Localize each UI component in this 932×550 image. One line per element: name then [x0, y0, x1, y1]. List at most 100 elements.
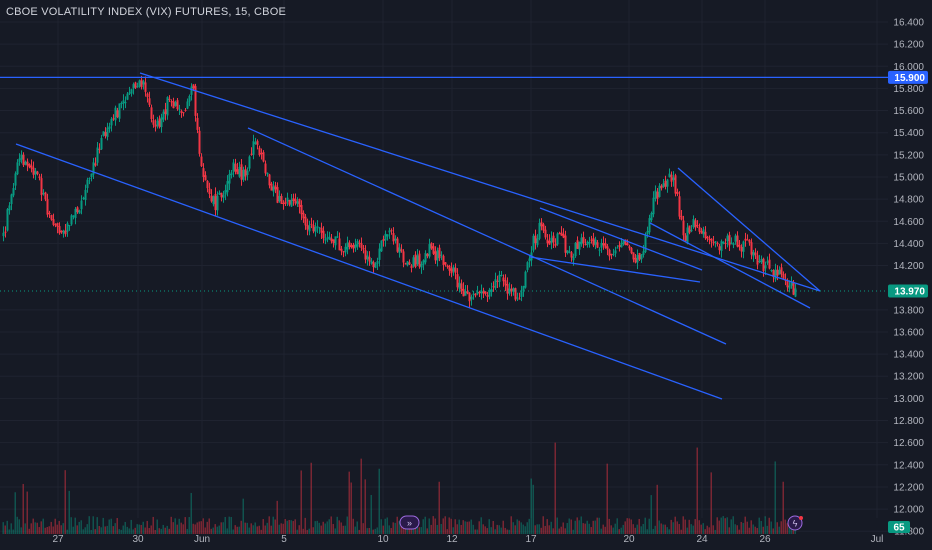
volume-bar — [432, 516, 434, 534]
volume-bar — [718, 520, 720, 534]
time-tick-label: 27 — [52, 534, 64, 545]
volume-bar — [100, 527, 102, 534]
price-tick-label: 12.200 — [893, 482, 924, 493]
volume-bar — [334, 528, 336, 534]
price-tick-label: 13.000 — [893, 394, 924, 405]
candle-body — [26, 161, 29, 166]
candle-body — [134, 82, 137, 88]
volume-bar — [368, 528, 370, 534]
volume-bar — [678, 524, 680, 534]
volume-bar — [598, 517, 600, 534]
candle-body — [382, 239, 385, 241]
volume-bar — [382, 525, 384, 534]
volume-bar — [396, 516, 398, 534]
candle-body — [408, 262, 411, 265]
volume-bar — [748, 527, 750, 534]
candle-body — [476, 291, 479, 295]
volume-bar — [680, 529, 682, 534]
volume-bar — [272, 516, 274, 534]
volume-bar — [770, 521, 772, 534]
candle-body — [598, 249, 601, 251]
volume-bar — [390, 528, 392, 534]
volume-bar — [612, 527, 614, 534]
time-tick-label: 30 — [132, 534, 144, 545]
candle-body — [564, 235, 567, 253]
candle-body — [698, 227, 701, 232]
candle-body — [454, 267, 457, 273]
candle-body — [260, 152, 263, 155]
volume-bar — [592, 520, 594, 534]
candle-body — [622, 240, 625, 244]
volume-bar — [614, 523, 616, 534]
volume-bar — [468, 521, 470, 534]
volume-bar — [438, 481, 440, 534]
volume-bar — [370, 494, 372, 534]
candle-body — [434, 251, 437, 261]
candle-body — [736, 235, 739, 247]
volume-bar — [506, 529, 508, 534]
volume-bar — [492, 520, 494, 534]
candle-body — [610, 253, 613, 255]
price-tick-label: 13.800 — [893, 305, 924, 316]
time-axis[interactable]: 27 30 Jun 5 10 12 17 20 24 26 Jul — [52, 534, 883, 545]
candle-body — [48, 212, 51, 214]
volume-bar — [636, 524, 638, 534]
volume-bar — [708, 527, 710, 534]
candle-body — [180, 110, 183, 113]
drawing-lines[interactable] — [0, 72, 888, 400]
candle-body — [178, 108, 181, 110]
candle-body — [436, 250, 439, 261]
volume-bar — [246, 522, 248, 534]
candle-body — [86, 179, 89, 189]
volume-bar — [292, 521, 294, 534]
volume-bar — [728, 527, 730, 534]
candle-body — [170, 101, 173, 103]
volume-bar — [638, 518, 640, 534]
candle-body — [458, 282, 461, 289]
volume-bar — [670, 519, 672, 534]
candle-body — [734, 235, 737, 242]
candle-body — [218, 192, 221, 195]
candle-body — [144, 82, 147, 92]
volume-bar — [746, 521, 748, 534]
volume-bar — [350, 482, 352, 534]
candle-body — [322, 230, 325, 239]
candle-body — [544, 229, 547, 238]
candle-body — [554, 243, 557, 246]
candle-body — [644, 235, 647, 252]
candle-body — [774, 269, 777, 280]
candle-body — [708, 238, 711, 240]
volume-bar — [62, 523, 64, 534]
candle-body — [82, 197, 85, 199]
trend-line — [139, 72, 821, 292]
volume-bar — [236, 526, 238, 534]
volume-bar — [526, 522, 528, 534]
volume-bar — [652, 528, 654, 534]
candle-body — [220, 192, 223, 198]
volume-bar — [52, 526, 54, 534]
candle-body — [750, 242, 753, 255]
volume-bar — [650, 495, 652, 534]
candle-body — [562, 233, 565, 238]
volume-bar — [574, 520, 576, 534]
candle-body — [720, 241, 723, 252]
trend-line — [539, 207, 703, 271]
volume-bar — [778, 526, 780, 534]
candle-body — [624, 239, 627, 246]
candle-body — [620, 242, 623, 248]
candle-body — [752, 251, 755, 257]
volume-bar — [536, 524, 538, 534]
volume-bar — [412, 527, 414, 534]
candle-body — [508, 288, 511, 294]
candle-body — [62, 230, 65, 234]
candle-body — [58, 226, 61, 234]
volume-bar — [532, 484, 534, 534]
price-tick-label: 14.200 — [893, 261, 924, 272]
candle-body — [196, 117, 199, 130]
volume-bar — [518, 520, 520, 534]
candle-body — [748, 240, 751, 243]
candle-body — [690, 229, 693, 232]
price-tick-label: 15.400 — [893, 128, 924, 139]
volume-bar — [34, 522, 36, 534]
